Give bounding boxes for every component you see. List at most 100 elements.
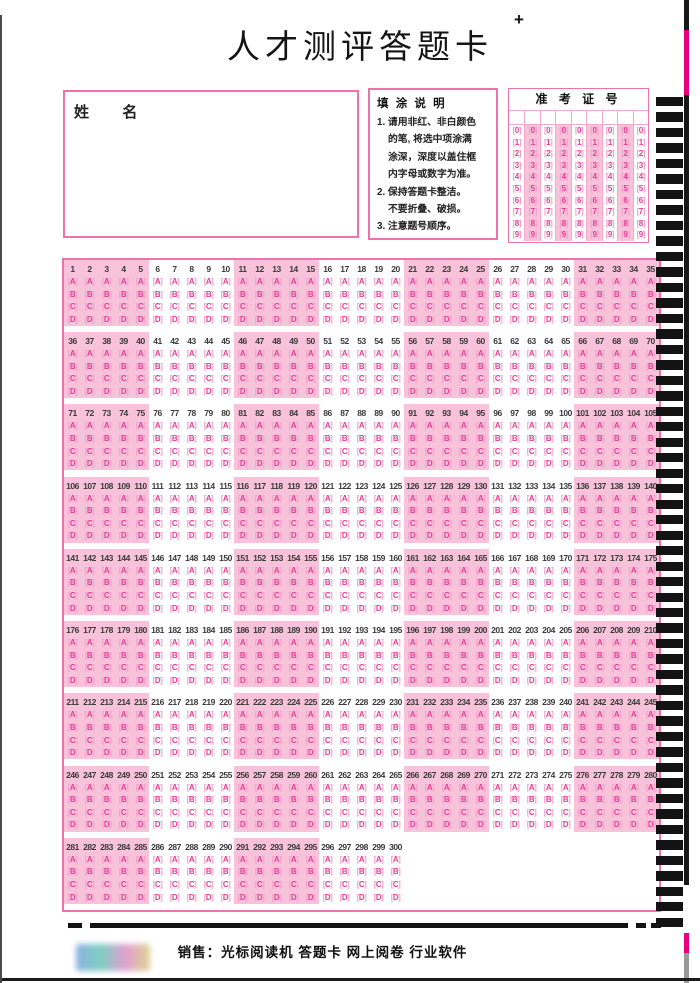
option-bubble-b[interactable]: [B]: [560, 722, 571, 732]
option-bubble-b[interactable]: [B]: [135, 506, 146, 516]
option-bubble-c[interactable]: [C]: [441, 591, 452, 601]
digit-bubble-4[interactable]: [4]: [632, 171, 648, 183]
digit-bubble-9[interactable]: [9]: [586, 229, 602, 241]
option-bubble-a[interactable]: [A]: [475, 421, 486, 431]
option-bubble-a[interactable]: [A]: [492, 638, 503, 648]
option-bubble-c[interactable]: [C]: [458, 735, 469, 745]
option-bubble-d[interactable]: [D]: [441, 748, 452, 758]
option-bubble-a[interactable]: [A]: [254, 277, 265, 286]
option-bubble-b[interactable]: [B]: [492, 434, 503, 444]
digit-bubble-4[interactable]: [4]: [539, 171, 555, 183]
option-bubble-d[interactable]: [D]: [67, 748, 78, 758]
option-bubble-c[interactable]: [C]: [84, 663, 95, 673]
option-bubble-d[interactable]: [D]: [594, 603, 605, 613]
option-bubble-b[interactable]: [B]: [271, 722, 282, 732]
option-bubble-d[interactable]: [D]: [186, 892, 197, 902]
option-bubble-c[interactable]: [C]: [492, 591, 503, 601]
exam-number-write-cell[interactable]: [539, 111, 555, 124]
option-bubble-a[interactable]: [A]: [407, 421, 418, 431]
option-bubble-c[interactable]: [C]: [373, 735, 384, 745]
option-bubble-c[interactable]: [C]: [152, 302, 163, 312]
option-bubble-c[interactable]: [C]: [220, 518, 231, 528]
option-bubble-c[interactable]: [C]: [492, 735, 503, 745]
option-bubble-a[interactable]: [A]: [271, 565, 282, 575]
option-bubble-a[interactable]: [A]: [577, 710, 588, 720]
option-bubble-d[interactable]: [D]: [220, 531, 231, 541]
option-bubble-a[interactable]: [A]: [288, 854, 299, 864]
option-bubble-a[interactable]: [A]: [84, 638, 95, 648]
option-bubble-c[interactable]: [C]: [203, 518, 214, 528]
option-bubble-b[interactable]: [B]: [611, 650, 622, 660]
option-bubble-d[interactable]: [D]: [288, 892, 299, 902]
option-bubble-b[interactable]: [B]: [288, 650, 299, 660]
option-bubble-c[interactable]: [C]: [356, 374, 367, 384]
digit-bubble-6[interactable]: [6]: [539, 194, 555, 207]
option-bubble-c[interactable]: [C]: [254, 446, 265, 456]
option-bubble-b[interactable]: [B]: [356, 506, 367, 516]
option-bubble-d[interactable]: [D]: [322, 387, 333, 396]
option-bubble-d[interactable]: [D]: [152, 531, 163, 541]
option-bubble-b[interactable]: [B]: [84, 578, 95, 588]
option-bubble-d[interactable]: [D]: [203, 387, 214, 396]
option-bubble-b[interactable]: [B]: [305, 506, 316, 516]
option-bubble-d[interactable]: [D]: [373, 603, 384, 613]
option-bubble-d[interactable]: [D]: [526, 820, 537, 830]
option-bubble-c[interactable]: [C]: [543, 518, 554, 528]
option-bubble-d[interactable]: [D]: [203, 748, 214, 758]
option-bubble-d[interactable]: [D]: [492, 314, 503, 324]
option-bubble-b[interactable]: [B]: [441, 578, 452, 588]
option-bubble-d[interactable]: [D]: [169, 531, 180, 541]
option-bubble-c[interactable]: [C]: [543, 807, 554, 817]
option-bubble-b[interactable]: [B]: [543, 434, 554, 444]
option-bubble-c[interactable]: [C]: [254, 591, 265, 601]
option-bubble-a[interactable]: [A]: [237, 277, 248, 286]
digit-bubble-5[interactable]: [5]: [524, 182, 540, 195]
option-bubble-d[interactable]: [D]: [84, 892, 95, 902]
option-bubble-c[interactable]: [C]: [169, 374, 180, 384]
option-bubble-c[interactable]: [C]: [237, 446, 248, 456]
option-bubble-a[interactable]: [A]: [594, 277, 605, 286]
option-bubble-b[interactable]: [B]: [594, 434, 605, 444]
option-bubble-b[interactable]: [B]: [645, 506, 656, 516]
option-bubble-c[interactable]: [C]: [254, 879, 265, 889]
option-bubble-c[interactable]: [C]: [594, 591, 605, 601]
option-bubble-d[interactable]: [D]: [237, 531, 248, 541]
option-bubble-d[interactable]: [D]: [339, 459, 350, 469]
option-bubble-c[interactable]: [C]: [390, 663, 401, 673]
option-bubble-a[interactable]: [A]: [101, 349, 112, 359]
option-bubble-a[interactable]: [A]: [220, 493, 231, 503]
option-bubble-d[interactable]: [D]: [203, 459, 214, 469]
option-bubble-a[interactable]: [A]: [560, 638, 571, 648]
digit-bubble-2[interactable]: [2]: [570, 148, 586, 160]
option-bubble-c[interactable]: [C]: [101, 591, 112, 601]
option-bubble-d[interactable]: [D]: [543, 314, 554, 324]
option-bubble-d[interactable]: [D]: [84, 603, 95, 613]
option-bubble-a[interactable]: [A]: [322, 349, 333, 359]
option-bubble-a[interactable]: [A]: [645, 421, 656, 431]
option-bubble-c[interactable]: [C]: [339, 446, 350, 456]
option-bubble-d[interactable]: [D]: [407, 459, 418, 469]
option-bubble-b[interactable]: [B]: [84, 722, 95, 732]
option-bubble-b[interactable]: [B]: [67, 650, 78, 660]
option-bubble-b[interactable]: [B]: [458, 361, 469, 371]
exam-number-write-cell[interactable]: [617, 111, 632, 124]
option-bubble-d[interactable]: [D]: [271, 820, 282, 830]
option-bubble-b[interactable]: [B]: [135, 722, 146, 732]
option-bubble-a[interactable]: [A]: [339, 421, 350, 431]
option-bubble-d[interactable]: [D]: [492, 387, 503, 396]
option-bubble-c[interactable]: [C]: [356, 735, 367, 745]
option-bubble-d[interactable]: [D]: [101, 675, 112, 685]
option-bubble-b[interactable]: [B]: [203, 867, 214, 877]
option-bubble-b[interactable]: [B]: [628, 722, 639, 732]
option-bubble-d[interactable]: [D]: [628, 820, 639, 830]
option-bubble-c[interactable]: [C]: [475, 735, 486, 745]
option-bubble-c[interactable]: [C]: [220, 374, 231, 384]
option-bubble-c[interactable]: [C]: [135, 879, 146, 889]
option-bubble-a[interactable]: [A]: [645, 565, 656, 575]
option-bubble-c[interactable]: [C]: [492, 446, 503, 456]
option-bubble-b[interactable]: [B]: [220, 795, 231, 805]
option-bubble-d[interactable]: [D]: [390, 459, 401, 469]
option-bubble-a[interactable]: [A]: [458, 565, 469, 575]
option-bubble-a[interactable]: [A]: [84, 349, 95, 359]
option-bubble-b[interactable]: [B]: [509, 722, 520, 732]
